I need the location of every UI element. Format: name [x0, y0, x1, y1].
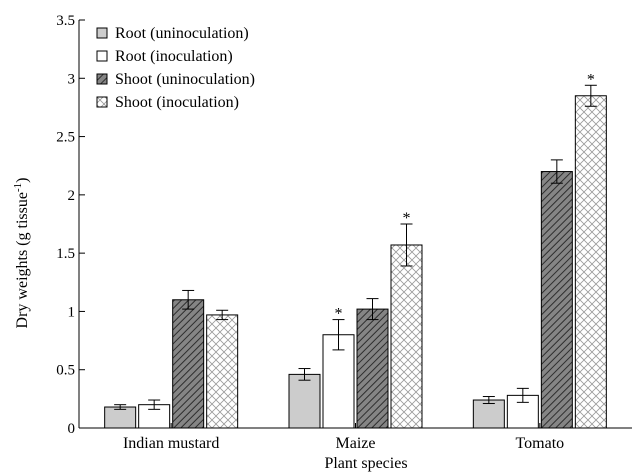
- bar: [206, 314, 239, 429]
- legend-label: Root (uninoculation): [115, 25, 249, 42]
- legend-label: Shoot (uninoculation): [115, 71, 255, 88]
- legend-swatch: [96, 96, 108, 108]
- y-axis-title-main: Dry weights (g tissue: [14, 192, 31, 328]
- significance-star: *: [587, 71, 595, 88]
- legend-swatch: [96, 27, 108, 39]
- y-axis-title-suffix: ): [14, 178, 31, 183]
- y-tick-label: 3: [68, 71, 76, 87]
- bar: [574, 95, 607, 429]
- bar: [104, 406, 137, 429]
- x-category-label: Maize: [336, 435, 376, 452]
- legend: Root (uninoculation) Root (inoculation) Sh…: [96, 25, 255, 111]
- y-axis-title: Dry weights (g tissue-1): [12, 178, 31, 329]
- bar: [172, 299, 205, 429]
- x-axis-title: Plant species: [324, 455, 407, 472]
- bar: [540, 171, 573, 429]
- y-tick-label: 2: [68, 188, 76, 204]
- significance-star: *: [335, 306, 343, 323]
- y-tick-label: 3.5: [56, 13, 75, 29]
- bar: [356, 308, 389, 429]
- y-tick-label: 0: [68, 421, 76, 437]
- bar: [472, 399, 505, 429]
- legend-label: Shoot (inoculation): [115, 94, 239, 111]
- legend-swatch: [96, 50, 108, 62]
- y-axis-title-superscript: -1: [12, 183, 24, 192]
- y-tick-label: 0.5: [56, 363, 75, 379]
- bar: [390, 244, 423, 429]
- y-tick-label: 2.5: [56, 130, 75, 146]
- x-axis: Indian mustard Maize Tomato: [79, 423, 632, 452]
- y-tick-label: 1.5: [56, 246, 75, 262]
- significance-star: *: [403, 210, 411, 227]
- legend-swatch: [96, 73, 108, 85]
- x-category-label: Tomato: [516, 435, 565, 452]
- y-tick-label: 1: [68, 304, 76, 320]
- x-category-label: Indian mustard: [123, 435, 219, 452]
- legend-label: Root (inoculation): [115, 48, 233, 65]
- bars: * * *: [104, 71, 607, 429]
- y-axis: 0 0.5 1 1.5 2 2.5 3 3.5: [56, 13, 85, 437]
- bar: [288, 373, 321, 429]
